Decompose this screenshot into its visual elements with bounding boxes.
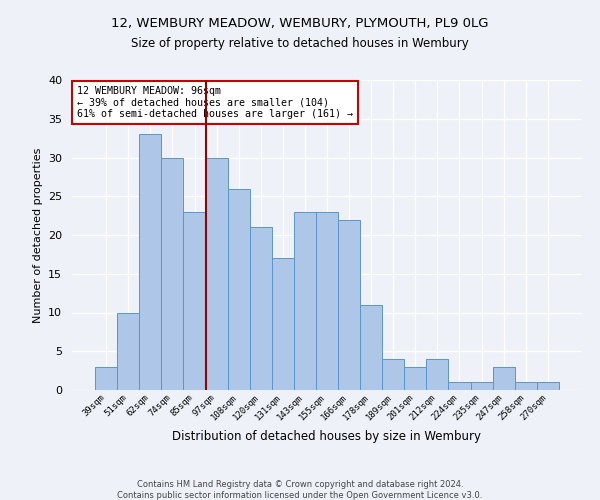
Bar — [294, 212, 316, 390]
Bar — [382, 359, 404, 390]
Bar — [404, 367, 427, 390]
Bar — [360, 304, 382, 390]
Bar — [250, 227, 272, 390]
Bar — [161, 158, 184, 390]
Text: Size of property relative to detached houses in Wembury: Size of property relative to detached ho… — [131, 38, 469, 51]
Y-axis label: Number of detached properties: Number of detached properties — [32, 148, 43, 322]
Bar — [95, 367, 117, 390]
Bar — [448, 382, 470, 390]
Bar — [470, 382, 493, 390]
Text: 12 WEMBURY MEADOW: 96sqm
← 39% of detached houses are smaller (104)
61% of semi-: 12 WEMBURY MEADOW: 96sqm ← 39% of detach… — [77, 86, 353, 120]
Bar — [493, 367, 515, 390]
Bar — [227, 188, 250, 390]
Bar — [338, 220, 360, 390]
Bar — [206, 158, 227, 390]
Bar — [316, 212, 338, 390]
Text: 12, WEMBURY MEADOW, WEMBURY, PLYMOUTH, PL9 0LG: 12, WEMBURY MEADOW, WEMBURY, PLYMOUTH, P… — [111, 18, 489, 30]
X-axis label: Distribution of detached houses by size in Wembury: Distribution of detached houses by size … — [173, 430, 482, 444]
Bar — [117, 312, 139, 390]
Text: Contains HM Land Registry data © Crown copyright and database right 2024.
Contai: Contains HM Land Registry data © Crown c… — [118, 480, 482, 500]
Bar — [427, 359, 448, 390]
Bar — [272, 258, 294, 390]
Bar — [139, 134, 161, 390]
Bar — [184, 212, 206, 390]
Bar — [537, 382, 559, 390]
Bar — [515, 382, 537, 390]
